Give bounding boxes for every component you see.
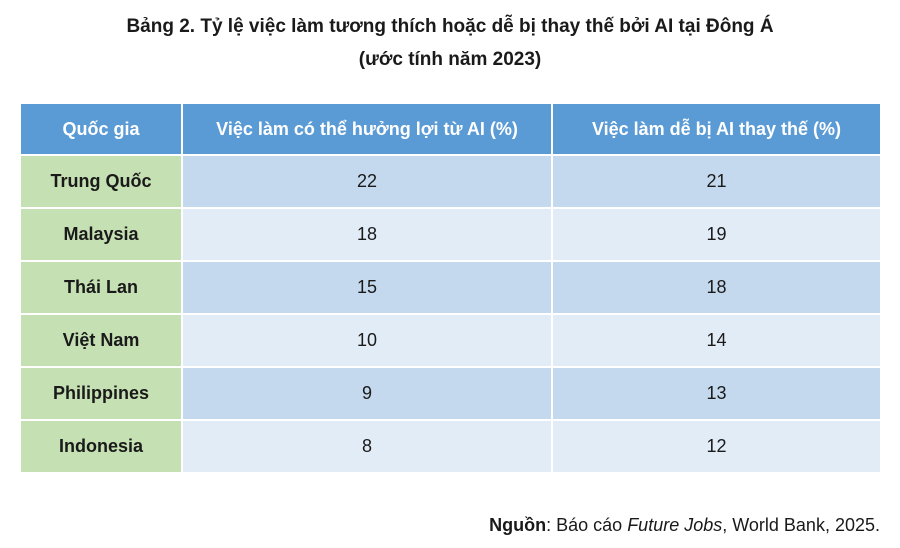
source-text-before: : Báo cáo [546,515,628,535]
source-note: Nguồn: Báo cáo Future Jobs, World Bank, … [489,515,880,536]
replace-cell: 21 [551,154,882,209]
benefit-cell: 22 [181,154,553,209]
table-row: Thái Lan 15 18 [19,260,882,315]
data-table: Quốc gia Việc làm có thể hưởng lợi từ AI… [19,102,882,474]
replace-cell: 13 [551,366,882,421]
table-row: Trung Quốc 22 21 [19,154,882,209]
benefit-cell: 18 [181,207,553,262]
header-replace: Việc làm dễ bị AI thay thế (%) [551,102,882,156]
table-row: Philippines 9 13 [19,366,882,421]
country-cell: Thái Lan [19,260,183,315]
header-row: Quốc gia Việc làm có thể hưởng lợi từ AI… [19,102,882,156]
title-line-1: Bảng 2. Tỷ lệ việc làm tương thích hoặc … [126,16,774,37]
country-cell: Indonesia [19,419,183,474]
table-row: Indonesia 8 12 [19,419,882,474]
benefit-cell: 9 [181,366,553,421]
country-cell: Việt Nam [19,313,183,368]
header-country: Quốc gia [19,102,183,156]
country-cell: Malaysia [19,207,183,262]
title-line-2: (ước tính năm 2023) [358,49,542,70]
replace-cell: 19 [551,207,882,262]
country-cell: Philippines [19,366,183,421]
table-title: Bảng 2. Tỷ lệ việc làm tương thích hoặc … [0,10,900,76]
benefit-cell: 15 [181,260,553,315]
source-text-after: , World Bank, 2025. [722,515,880,535]
header-benefit: Việc làm có thể hưởng lợi từ AI (%) [181,102,553,156]
replace-cell: 18 [551,260,882,315]
source-report-title: Future Jobs [627,515,723,535]
benefit-cell: 8 [181,419,553,474]
table-row: Việt Nam 10 14 [19,313,882,368]
country-cell: Trung Quốc [19,154,183,209]
benefit-cell: 10 [181,313,553,368]
replace-cell: 12 [551,419,882,474]
table-row: Malaysia 18 19 [19,207,882,262]
source-label: Nguồn [489,515,547,535]
replace-cell: 14 [551,313,882,368]
